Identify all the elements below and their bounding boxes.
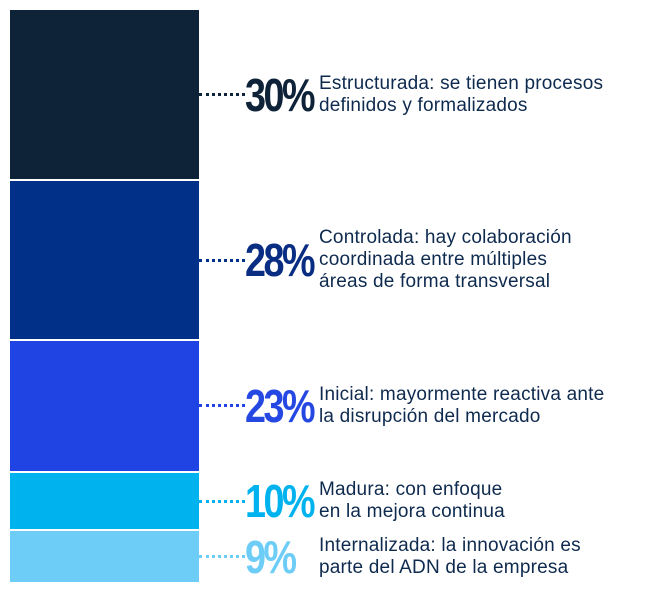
bar-segment — [10, 531, 199, 582]
segment-description: Madura: con enfoque en la mejora continua — [319, 479, 505, 523]
segment-description: Controlada: hay colaboración coordinada e… — [319, 227, 572, 293]
leader-line — [199, 93, 245, 97]
segment-annotation: 10% Madura: con enfoque en la mejora conti… — [199, 461, 666, 541]
segment-description: Internalizada: la innovación es parte del… — [319, 535, 581, 579]
percentage-label: 9% — [245, 530, 297, 583]
bar-segment — [10, 472, 199, 530]
percentage-label: 30% — [245, 68, 316, 121]
description-line: Controlada: hay colaboración — [319, 227, 572, 249]
description-line: Internalizada: la innovación es — [319, 534, 581, 556]
percentage-label: 28% — [245, 234, 316, 287]
segment-annotation: 9% Internalizada: la innovación es parte d… — [199, 517, 666, 597]
bar-segment — [10, 181, 199, 340]
percentage-label: 23% — [245, 379, 316, 432]
segment-annotation: 23% Inicial: mayormente reactiva ante la d… — [199, 366, 666, 446]
leader-line — [199, 404, 245, 408]
description-line: Estructurada: se tienen procesos — [319, 72, 604, 94]
segment-annotation: 28% Controlada: hay colaboración coordinad… — [199, 220, 666, 300]
description-line: áreas de forma transversal — [319, 271, 551, 293]
bar-segment — [10, 10, 199, 180]
segment-annotation: 30% Estructurada: se tienen procesos defin… — [199, 55, 666, 135]
description-line: coordinada entre múltiples — [319, 249, 548, 271]
leader-line — [199, 499, 245, 503]
description-line: Madura: con enfoque — [319, 479, 503, 501]
percentage-label: 10% — [245, 475, 316, 528]
description-line: Inicial: mayormente reactiva ante — [319, 383, 605, 405]
bar-segment — [10, 341, 199, 471]
leader-line — [199, 555, 245, 559]
segment-description: Estructurada: se tienen procesos definido… — [319, 73, 603, 117]
leader-line — [199, 258, 245, 262]
description-line: en la mejora continua — [319, 501, 505, 523]
segment-description: Inicial: mayormente reactiva ante la disr… — [319, 384, 604, 428]
description-line: la disrupción del mercado — [319, 405, 541, 427]
description-line: definidos y formalizados — [319, 94, 528, 116]
description-line: parte del ADN de la empresa — [319, 556, 569, 578]
